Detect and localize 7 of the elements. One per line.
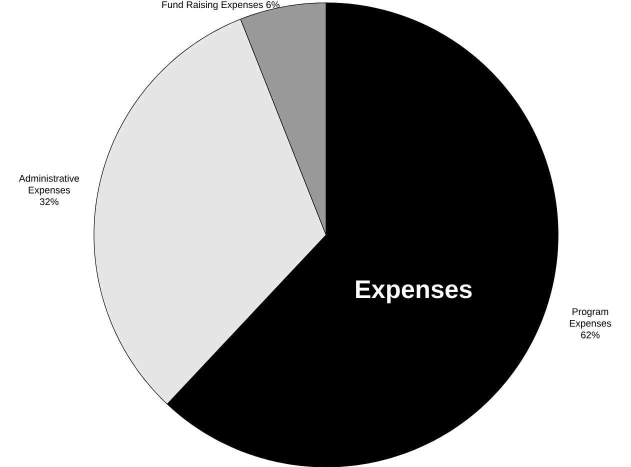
slice-label: Fund Raising Expenses (162, 0, 263, 10)
data-label: 62% (581, 331, 600, 338)
data-label: 6% (266, 1, 280, 8)
slice-label: Program Expenses (570, 308, 612, 328)
slice-label: Administrative Expenses (18, 174, 79, 196)
data-label: 32% (40, 198, 58, 205)
text: Expenses (356, 280, 472, 304)
